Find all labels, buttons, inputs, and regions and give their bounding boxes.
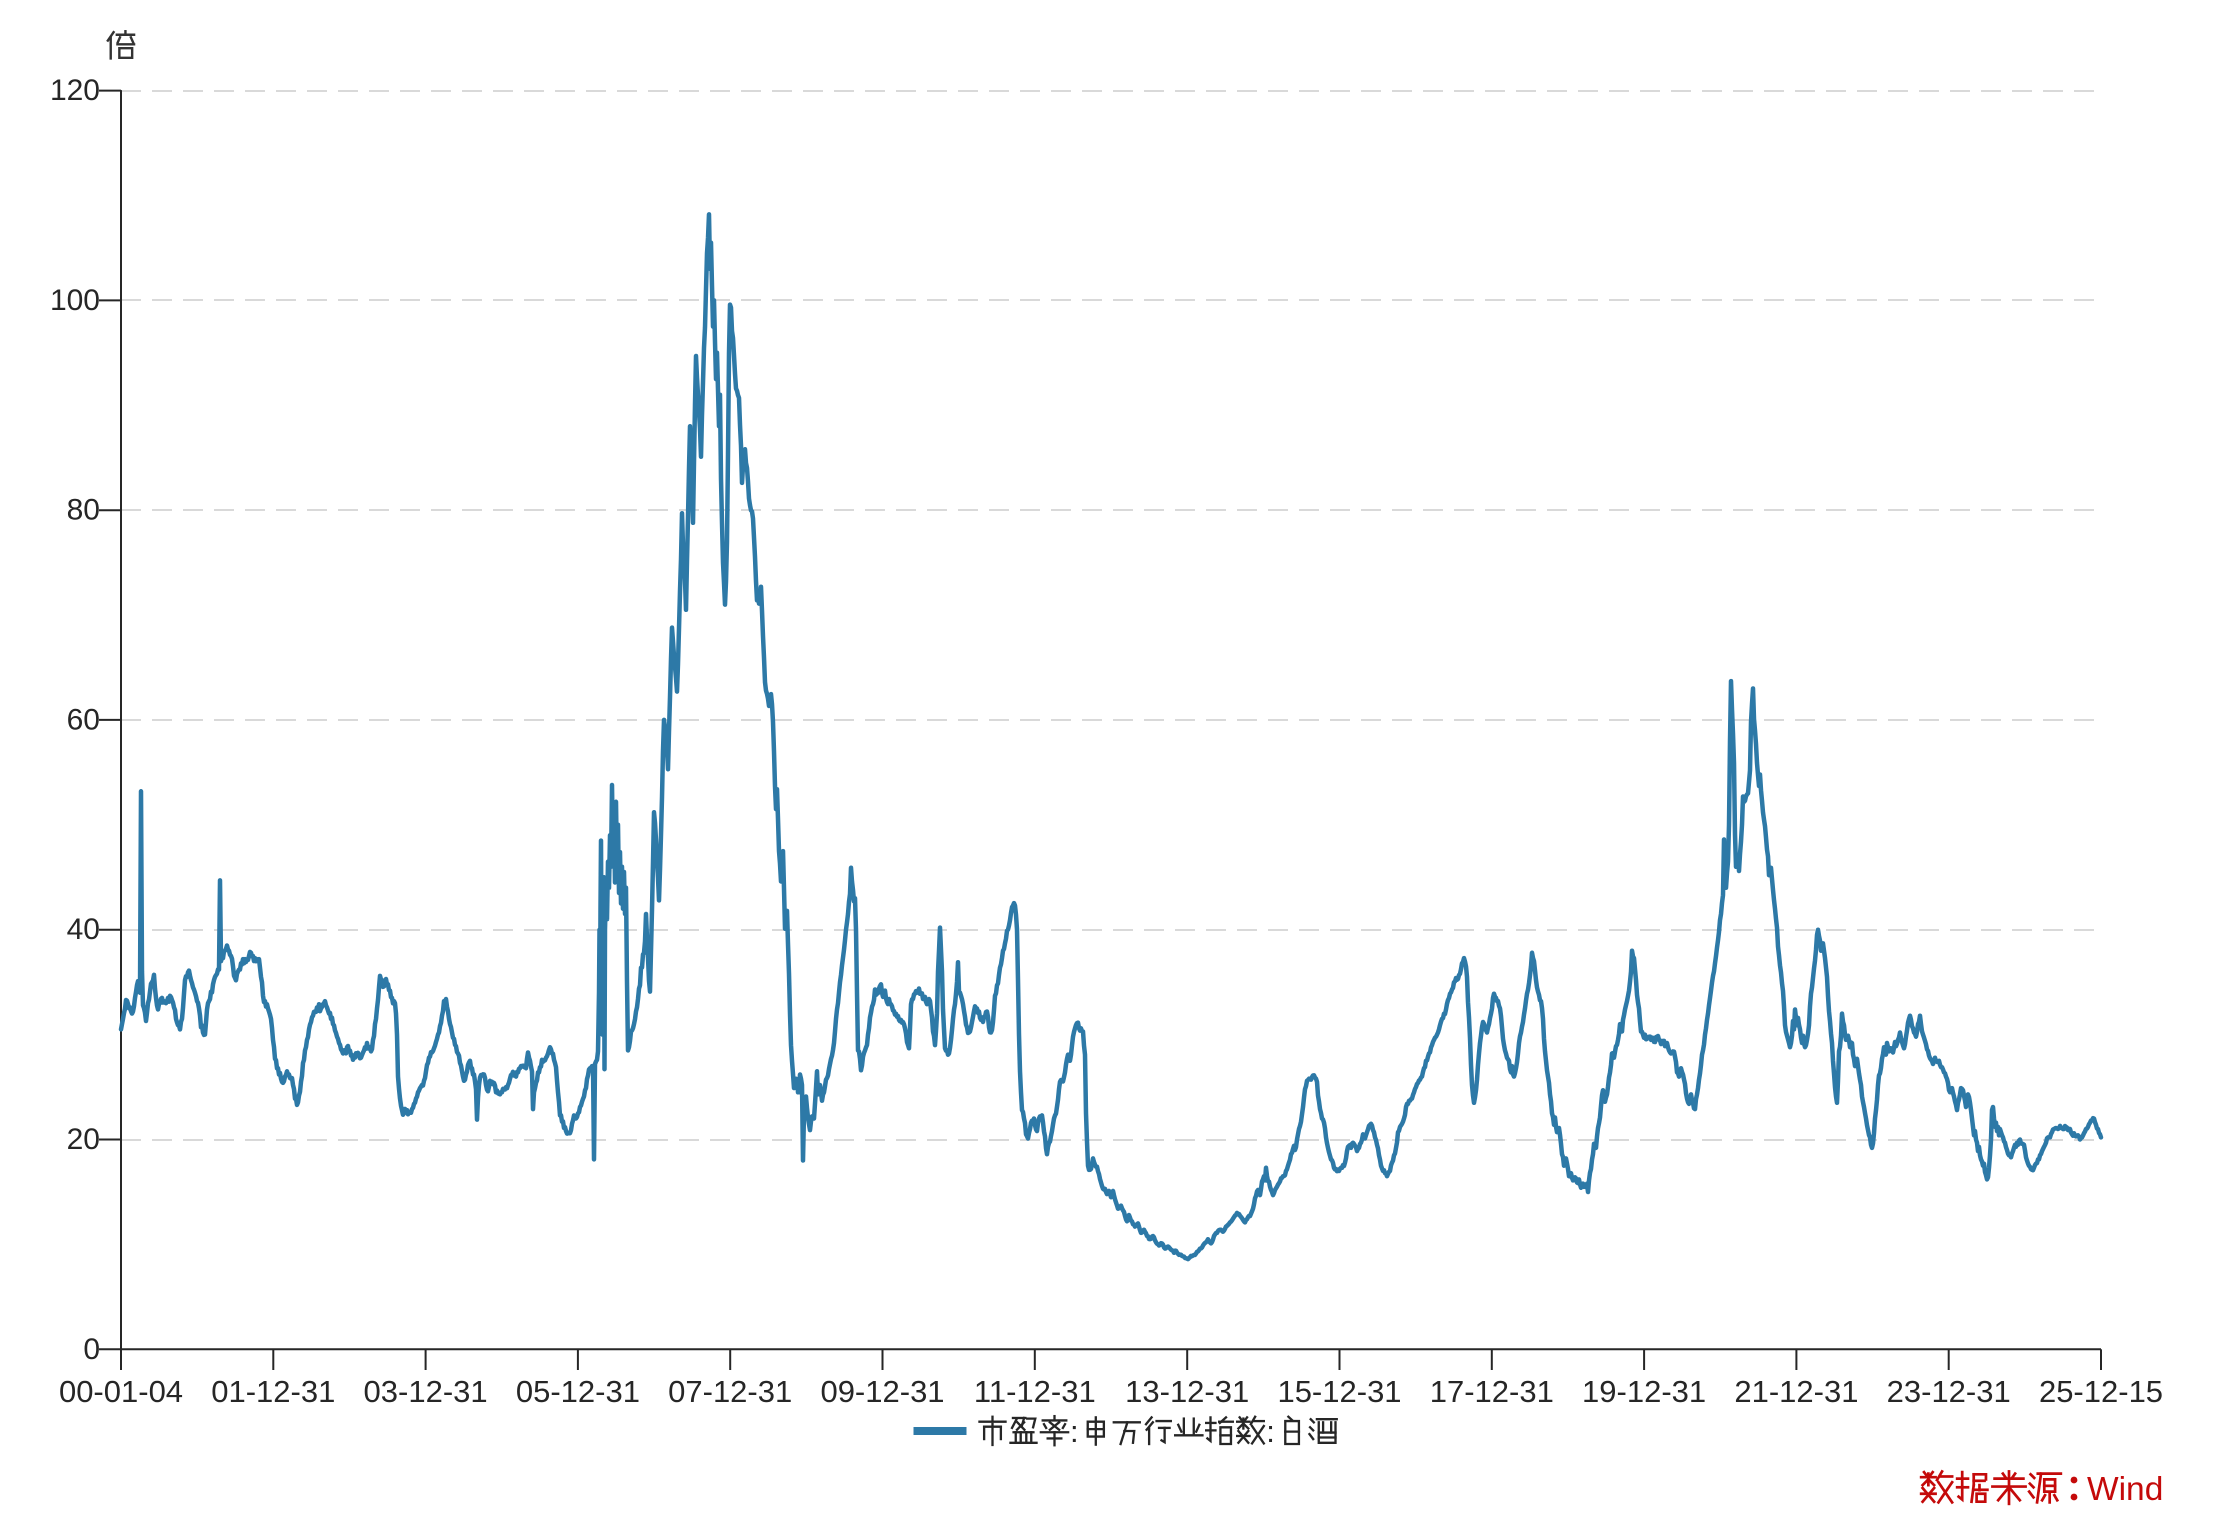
svg-text:00-01-04: 00-01-04 (59, 1374, 183, 1409)
svg-text:05-12-31: 05-12-31 (516, 1374, 640, 1409)
svg-text:120: 120 (50, 74, 100, 107)
svg-text:25-12-15: 25-12-15 (2039, 1374, 2163, 1409)
svg-text:15-12-31: 15-12-31 (1277, 1374, 1401, 1409)
svg-text:07-12-31: 07-12-31 (668, 1374, 792, 1409)
svg-text:20: 20 (67, 1123, 100, 1156)
svg-text:40: 40 (67, 913, 100, 946)
svg-text::: : (1266, 1414, 1275, 1449)
svg-text:09-12-31: 09-12-31 (820, 1374, 944, 1409)
svg-text:17-12-31: 17-12-31 (1430, 1374, 1554, 1409)
svg-text:21-12-31: 21-12-31 (1734, 1374, 1858, 1409)
svg-text:100: 100 (50, 284, 100, 317)
svg-text:01-12-31: 01-12-31 (211, 1374, 335, 1409)
svg-text::: : (1070, 1414, 1079, 1449)
svg-text:Wind: Wind (2087, 1471, 2163, 1508)
svg-text:11-12-31: 11-12-31 (974, 1374, 1096, 1409)
svg-text:13-12-31: 13-12-31 (1125, 1374, 1249, 1409)
svg-text:60: 60 (67, 703, 100, 736)
svg-text:23-12-31: 23-12-31 (1887, 1374, 2011, 1409)
svg-text:03-12-31: 03-12-31 (364, 1374, 488, 1409)
svg-text:80: 80 (67, 494, 100, 527)
svg-text:19-12-31: 19-12-31 (1582, 1374, 1706, 1409)
svg-text:0: 0 (83, 1333, 100, 1366)
